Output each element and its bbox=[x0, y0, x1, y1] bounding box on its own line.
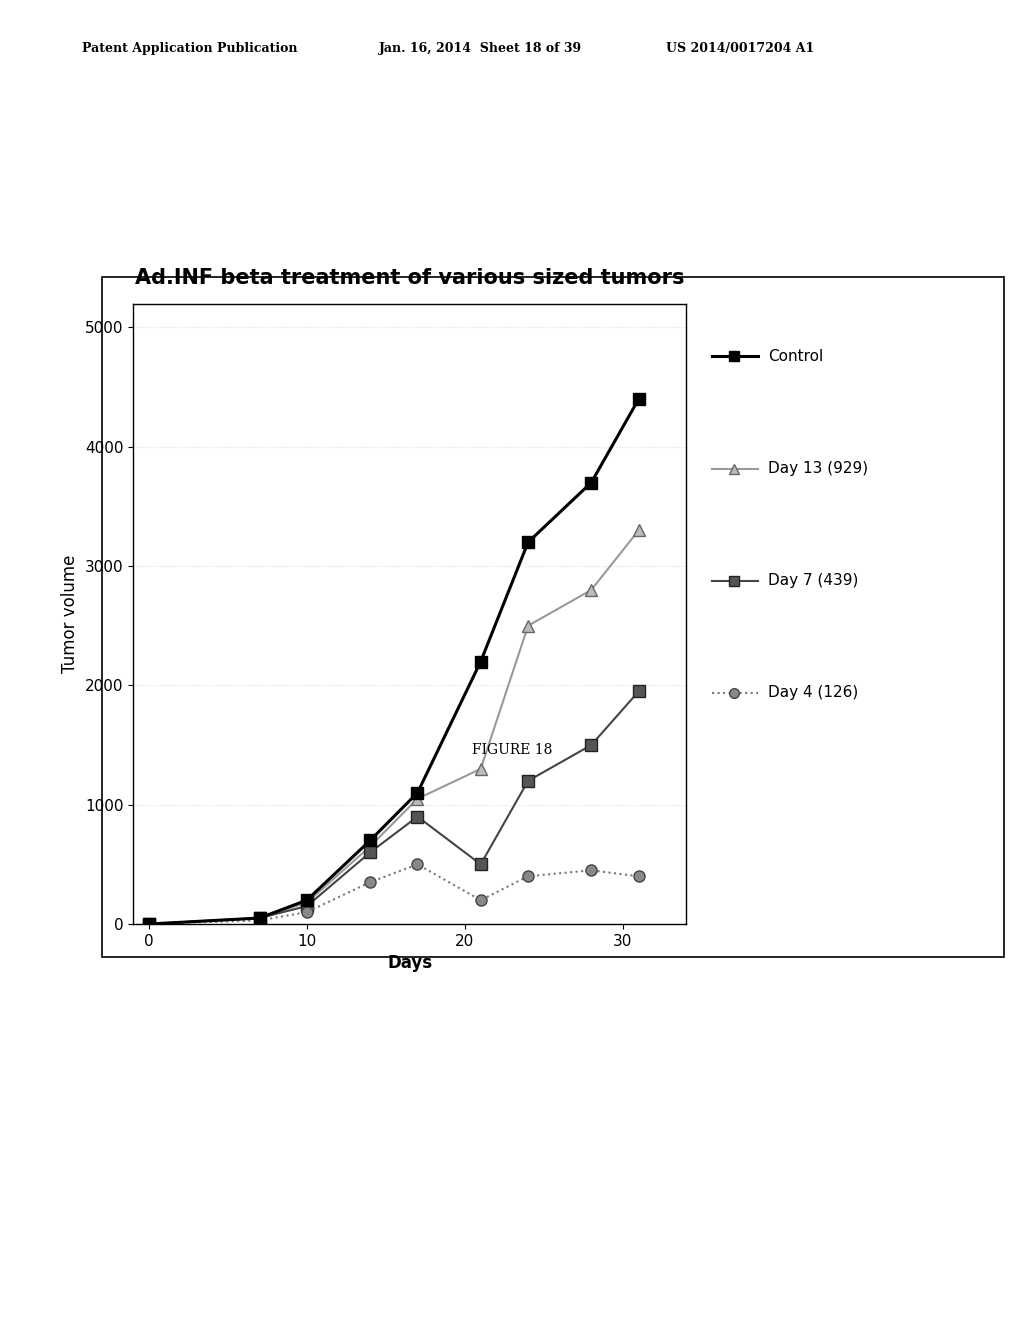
Text: FIGURE 18: FIGURE 18 bbox=[472, 743, 552, 758]
Text: Patent Application Publication: Patent Application Publication bbox=[82, 42, 297, 55]
Text: Jan. 16, 2014  Sheet 18 of 39: Jan. 16, 2014 Sheet 18 of 39 bbox=[379, 42, 582, 55]
Text: Day 4 (126): Day 4 (126) bbox=[768, 685, 858, 701]
Y-axis label: Tumor volume: Tumor volume bbox=[61, 554, 79, 673]
Text: Day 7 (439): Day 7 (439) bbox=[768, 573, 858, 589]
Text: US 2014/0017204 A1: US 2014/0017204 A1 bbox=[666, 42, 814, 55]
Text: Day 13 (929): Day 13 (929) bbox=[768, 461, 868, 477]
Text: Control: Control bbox=[768, 348, 823, 364]
Title: Ad.INF beta treatment of various sized tumors: Ad.INF beta treatment of various sized t… bbox=[135, 268, 684, 288]
X-axis label: Days: Days bbox=[387, 954, 432, 973]
